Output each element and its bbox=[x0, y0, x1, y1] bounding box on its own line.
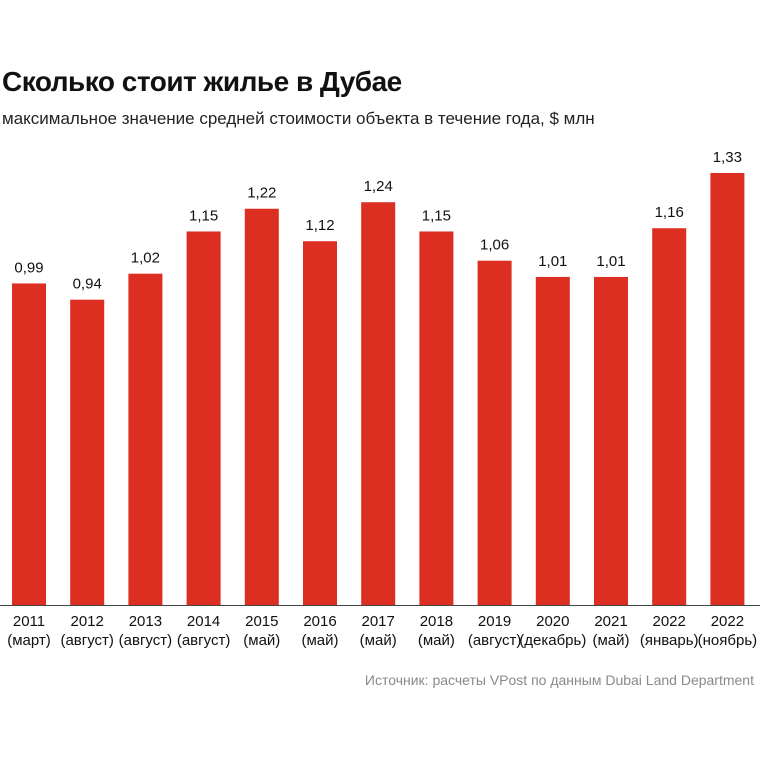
data-label: 1,16 bbox=[655, 204, 684, 221]
bar bbox=[535, 276, 570, 605]
data-label: 0,94 bbox=[73, 276, 102, 293]
x-tick-label-year: 2017 bbox=[362, 613, 395, 630]
x-tick-label-month: (август) bbox=[468, 632, 521, 649]
x-tick-label-month: (март) bbox=[7, 632, 51, 649]
x-tick-label-year: 2022 bbox=[653, 613, 686, 630]
data-label: 1,15 bbox=[422, 207, 451, 224]
x-tick-label-year: 2020 bbox=[536, 613, 569, 630]
x-tick-label-month: (ноябрь) bbox=[698, 632, 758, 649]
x-tick-label-month: (май) bbox=[301, 632, 338, 649]
x-tick-label-year: 2011 bbox=[13, 613, 45, 630]
data-label: 1,15 bbox=[189, 207, 218, 224]
bar bbox=[477, 260, 512, 605]
data-label: 1,01 bbox=[538, 253, 567, 270]
x-tick-label-month: (май) bbox=[243, 632, 280, 649]
x-tick-label-month: (май) bbox=[592, 632, 629, 649]
x-tick-label-year: 2013 bbox=[129, 613, 162, 630]
bar bbox=[70, 299, 105, 605]
x-tick-label-year: 2022 bbox=[711, 613, 744, 630]
x-tick-label-month: (январь) bbox=[640, 632, 699, 649]
x-tick-label-month: (август) bbox=[177, 632, 230, 649]
bar bbox=[303, 241, 337, 606]
bar bbox=[244, 208, 279, 606]
bar bbox=[361, 202, 396, 605]
chart-title: Сколько стоит жилье в Дубае bbox=[2, 66, 402, 97]
x-tick-label-month: (август) bbox=[60, 632, 113, 649]
x-tick-label-year: 2019 bbox=[478, 613, 511, 630]
x-tick-label-year: 2016 bbox=[303, 613, 336, 630]
data-label: 1,24 bbox=[364, 178, 393, 195]
data-label: 1,12 bbox=[305, 217, 334, 234]
data-label: 1,02 bbox=[131, 250, 160, 267]
bar bbox=[652, 228, 687, 605]
x-tick-label-month: (май) bbox=[418, 632, 455, 649]
data-label: 0,99 bbox=[14, 259, 43, 276]
chart-subtitle: максимальное значение средней стоимости … bbox=[2, 109, 595, 128]
x-tick-label-month: (май) bbox=[360, 632, 397, 649]
data-label: 1,06 bbox=[480, 237, 509, 254]
x-tick-label-year: 2021 bbox=[594, 613, 627, 630]
bar bbox=[594, 276, 628, 605]
bar bbox=[419, 231, 454, 605]
x-tick-label-month: (декабрь) bbox=[519, 632, 586, 649]
bar bbox=[710, 173, 745, 605]
bar bbox=[128, 273, 163, 605]
data-label: 1,01 bbox=[596, 253, 625, 270]
x-tick-label-year: 2014 bbox=[187, 613, 220, 630]
data-label: 1,33 bbox=[713, 149, 742, 166]
x-tick-label-year: 2015 bbox=[245, 613, 278, 630]
source-note: Источник: расчеты VPost по данным Dubai … bbox=[364, 672, 754, 688]
x-tick-label-month: (август) bbox=[119, 632, 172, 649]
bar bbox=[186, 231, 221, 605]
data-label: 1,22 bbox=[247, 185, 276, 202]
bar bbox=[12, 283, 46, 605]
x-tick-label-year: 2012 bbox=[71, 613, 104, 630]
x-tick-label-year: 2018 bbox=[420, 613, 453, 630]
